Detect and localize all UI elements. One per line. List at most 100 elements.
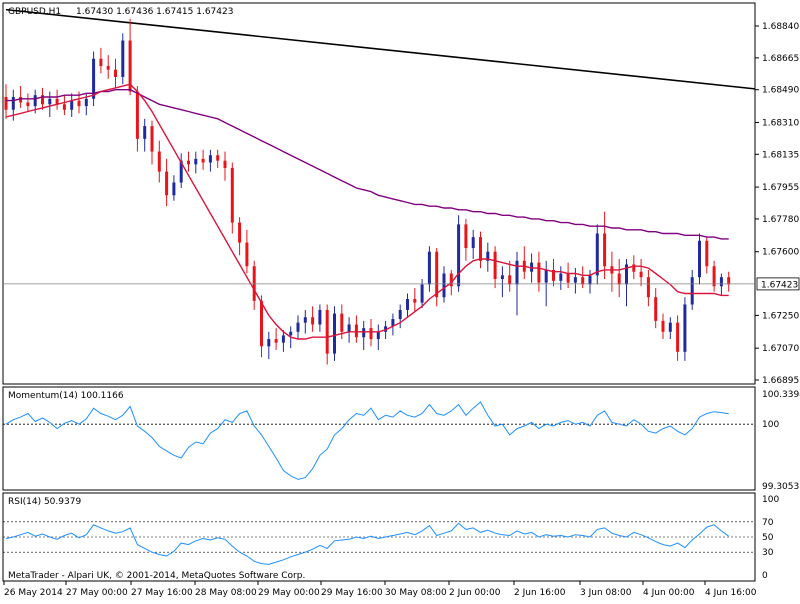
candle — [238, 217, 242, 256]
candle — [661, 313, 665, 340]
candle-body — [376, 331, 380, 340]
candle-body — [515, 260, 519, 285]
candle-body — [77, 100, 81, 107]
candle — [712, 260, 716, 292]
candle-body — [311, 317, 315, 325]
candle-body — [362, 328, 366, 338]
candle-body — [712, 266, 716, 287]
candle — [559, 266, 563, 290]
candle — [500, 266, 504, 298]
candle — [595, 224, 599, 285]
candle-body — [632, 264, 636, 272]
candle — [508, 260, 512, 292]
candle-body — [406, 299, 409, 310]
candle — [208, 149, 212, 172]
x-tick-label: 29 May 16:00 — [321, 588, 383, 598]
rsi-tick-label: 70 — [762, 518, 774, 528]
candle-body — [384, 326, 388, 332]
candle — [406, 293, 409, 318]
candle — [194, 151, 198, 174]
rsi-line — [5, 522, 729, 565]
candle — [427, 246, 431, 292]
candle — [245, 229, 249, 274]
chart-header-symbol: GBPUSD,H1 — [8, 7, 61, 17]
candle — [318, 304, 322, 332]
candle — [296, 315, 300, 340]
candle — [479, 231, 482, 269]
x-tick-label: 27 May 00:00 — [66, 588, 128, 598]
candle-body — [19, 96, 23, 103]
candle-body — [588, 275, 592, 285]
candle — [303, 309, 307, 334]
candle — [668, 317, 672, 340]
candle-body — [479, 237, 482, 261]
candle-body — [187, 160, 190, 165]
candle-body — [544, 269, 548, 283]
price-panel-frame — [2, 2, 756, 385]
candle-body — [267, 339, 271, 347]
x-tick-label: 2 Jun 16:00 — [514, 588, 566, 598]
candle-body — [325, 309, 329, 354]
candle — [705, 237, 709, 274]
candle-body — [238, 222, 242, 243]
price-tick-label: 1.68490 — [762, 86, 799, 96]
candle-body — [230, 167, 234, 223]
price-tick-label: 1.67955 — [762, 183, 799, 193]
candle-body — [435, 251, 439, 298]
candle — [369, 319, 373, 347]
candle-body — [595, 233, 599, 276]
candle — [413, 288, 417, 312]
candle-body — [654, 297, 658, 321]
candle — [311, 306, 315, 332]
candle — [676, 315, 680, 361]
candle-body — [11, 96, 15, 110]
candle-body — [449, 273, 453, 287]
momentum-layer — [3, 401, 755, 480]
candle-body — [135, 91, 139, 139]
price-tick-label: 1.67250 — [762, 311, 799, 321]
candle — [457, 215, 461, 292]
candle-body — [391, 319, 395, 327]
candle-body — [201, 158, 205, 163]
x-tick-label: 26 May 2014 — [4, 588, 63, 598]
candle-body — [172, 182, 176, 196]
candle-body — [566, 273, 570, 283]
candle-body — [493, 251, 497, 279]
candle — [150, 120, 154, 165]
candle-body — [442, 273, 446, 298]
candle — [179, 153, 183, 188]
candle-body — [99, 58, 103, 67]
candle — [464, 218, 468, 261]
candle-body — [289, 331, 293, 336]
candle-body — [486, 251, 490, 261]
price-tick-label: 1.68665 — [762, 54, 799, 64]
candle-body — [500, 275, 504, 279]
rsi-tick-label: 0 — [762, 571, 768, 581]
price-layer: 1.67423 — [3, 8, 800, 365]
candle — [62, 95, 66, 116]
ma-fast-line — [5, 83, 729, 340]
momentum-line — [5, 401, 729, 480]
candle-body — [369, 328, 373, 340]
candle-body — [260, 300, 263, 347]
candle — [26, 93, 30, 112]
candle — [41, 87, 44, 110]
candle-body — [92, 58, 96, 99]
candle — [274, 328, 278, 350]
candle-body — [48, 98, 52, 105]
x-tick-label: 29 May 00:00 — [258, 588, 320, 598]
candle-body — [281, 335, 285, 343]
candle — [99, 47, 103, 74]
candle — [92, 51, 96, 107]
price-tick-label: 1.66895 — [762, 376, 799, 386]
candle — [486, 242, 490, 272]
candle-body — [70, 100, 74, 110]
candle-body — [646, 277, 650, 298]
candle — [603, 211, 607, 279]
candle — [70, 93, 74, 118]
candle — [683, 297, 687, 361]
candle-body — [41, 95, 44, 105]
rsi-tick-label: 50 — [762, 533, 774, 543]
